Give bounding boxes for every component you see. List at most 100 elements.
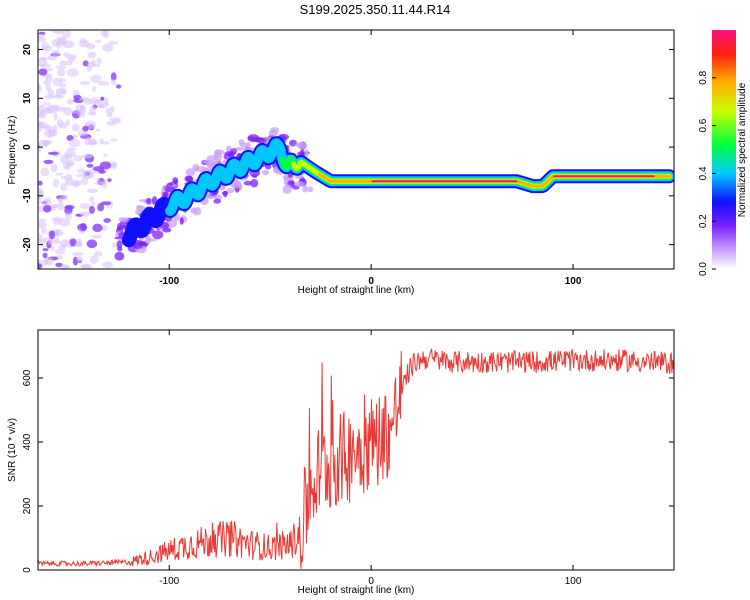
- noise-blob: [103, 218, 112, 223]
- noise-blob: [72, 134, 79, 139]
- noise-blob: [80, 223, 87, 232]
- y-tick-label: 10: [22, 92, 33, 104]
- noise-blob: [66, 147, 77, 151]
- noise-blob: [71, 123, 80, 132]
- noise-blob: [40, 167, 50, 177]
- spectral-blob: [151, 196, 158, 205]
- y-tick-label: 200: [22, 497, 33, 514]
- spectral-blob: [192, 163, 200, 172]
- noise-blob: [55, 172, 64, 176]
- noise-blob: [69, 238, 77, 247]
- noise-blob: [91, 202, 96, 206]
- noise-blob: [110, 79, 117, 86]
- noise-blob: [42, 248, 49, 252]
- noise-blob: [62, 194, 68, 201]
- noise-blob: [54, 248, 66, 255]
- noise-blob: [66, 68, 79, 77]
- colorbar-gradient: [712, 30, 736, 269]
- noise-blob: [38, 112, 46, 116]
- noise-blob: [43, 204, 52, 213]
- spectral-blob: [287, 180, 295, 186]
- spectral-blob: [164, 186, 175, 193]
- noise-blob: [38, 218, 47, 222]
- spectral-blob: [118, 217, 124, 222]
- noise-blob: [55, 106, 67, 112]
- spectral-blob: [221, 190, 229, 196]
- noise-blob: [64, 153, 73, 160]
- spectral-blob: [230, 180, 242, 189]
- noise-blob: [65, 162, 72, 170]
- spectral-blob: [162, 191, 168, 199]
- spectral-blob: [247, 136, 255, 141]
- noise-blob: [45, 106, 53, 112]
- noise-blob: [91, 234, 103, 239]
- noise-blob: [38, 33, 46, 38]
- noise-blob: [81, 153, 93, 159]
- noise-blob: [57, 68, 66, 77]
- noise-blob: [94, 251, 103, 257]
- noise-blob: [53, 219, 61, 225]
- noise-blob: [64, 177, 75, 186]
- noise-blob: [92, 223, 103, 233]
- noise-blob: [58, 78, 66, 83]
- noise-blob: [73, 155, 83, 162]
- noise-blob: [38, 68, 48, 76]
- noise-blob: [48, 230, 56, 240]
- noise-blob: [57, 202, 65, 211]
- noise-blob: [56, 36, 67, 41]
- noise-blob: [38, 121, 45, 125]
- noise-blob: [59, 60, 67, 67]
- noise-blob: [105, 107, 114, 114]
- snr-panel: -100 0 100 0 200 400 600 Height of straight li…: [7, 329, 675, 596]
- noise-blob: [43, 101, 51, 106]
- noise-blob: [40, 227, 47, 235]
- spectral-blob: [282, 185, 292, 194]
- spectral-blob: [250, 178, 259, 188]
- noise-blob: [76, 238, 83, 247]
- spectral-blob: [162, 227, 172, 233]
- colorbar-tick-label: 0.8: [698, 70, 709, 84]
- noise-blob: [79, 105, 86, 114]
- colorbar-tick-label: 0.0: [698, 262, 709, 276]
- noise-blob: [52, 94, 65, 99]
- noise-blob: [89, 255, 99, 264]
- noise-blob: [56, 118, 64, 128]
- noise-blob: [43, 94, 55, 99]
- noise-blob: [98, 103, 105, 109]
- noise-blob: [86, 163, 94, 168]
- noise-blob: [90, 74, 102, 83]
- spectral-blob: [173, 179, 179, 185]
- noise-blob: [60, 238, 68, 248]
- noise-blob: [103, 153, 108, 157]
- spectral-blob: [265, 163, 272, 170]
- noise-blob: [51, 49, 61, 58]
- noise-blob: [89, 105, 97, 114]
- noise-blob: [82, 125, 89, 132]
- noise-blob: [58, 218, 71, 227]
- noise-blob: [38, 36, 46, 43]
- noise-blob: [64, 204, 75, 210]
- noise-blob: [60, 183, 68, 192]
- noise-blob: [65, 119, 70, 126]
- spectral-blob: [117, 246, 123, 252]
- noise-blob: [65, 60, 73, 66]
- y-tick-label: 400: [22, 433, 33, 450]
- noise-blob: [88, 196, 95, 203]
- noise-blob: [45, 83, 52, 92]
- noise-blob: [79, 264, 92, 268]
- spectral-blob: [243, 180, 252, 186]
- noise-blob: [75, 173, 86, 178]
- noise-blob: [81, 176, 89, 186]
- noise-blob: [87, 51, 97, 59]
- snr-axes: -100 0 100 0 200 400 600: [22, 330, 674, 587]
- spectral-blob: [184, 175, 193, 182]
- noise-blob: [102, 261, 113, 268]
- noise-blob: [54, 229, 60, 237]
- noise-blob: [97, 80, 110, 86]
- noise-blob: [52, 30, 65, 35]
- noise-blob: [100, 224, 108, 231]
- spectral-blob: [214, 149, 225, 156]
- noise-blob: [80, 211, 91, 217]
